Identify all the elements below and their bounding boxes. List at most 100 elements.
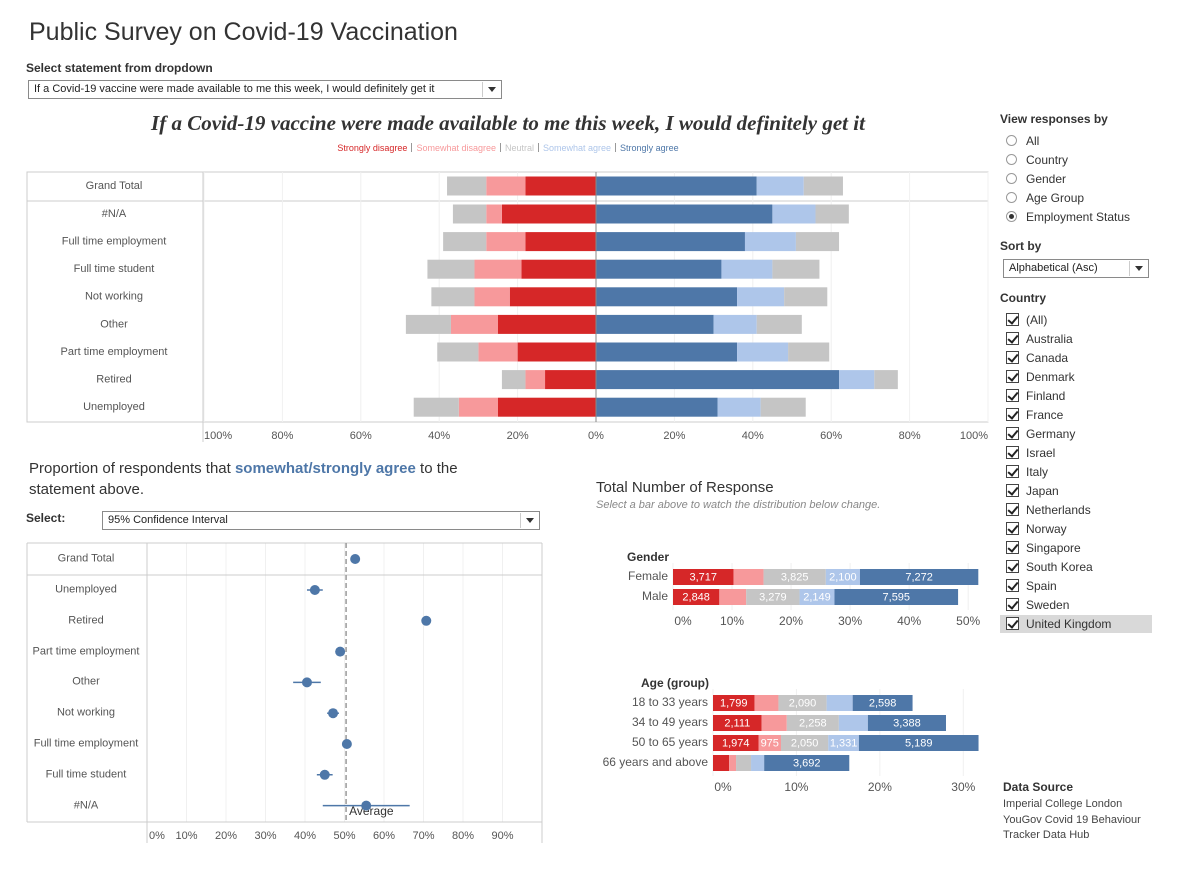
legend-separator: [411, 143, 413, 152]
y-tick-label: Unemployed: [83, 401, 145, 413]
bar-segment: [756, 176, 804, 196]
country-checkbox[interactable]: France: [1000, 406, 1152, 424]
country-checkbox[interactable]: Denmark: [1000, 368, 1152, 386]
y-tick-label: Full time employment: [33, 737, 139, 750]
data-label: 3,825: [781, 571, 809, 583]
radio-label: Country: [1026, 153, 1069, 167]
bar-segment: [596, 397, 718, 417]
legend-entry: Neutral: [504, 143, 534, 153]
country-checkbox[interactable]: Australia: [1000, 330, 1152, 348]
radio-button: [1006, 192, 1017, 203]
bar-segment: [478, 342, 518, 362]
bar-segment: [596, 287, 738, 307]
checkbox-label: Denmark: [1026, 370, 1075, 384]
x-tick-label: 30%: [951, 780, 975, 794]
y-tick-label: Other: [100, 318, 128, 330]
radio-option[interactable]: Gender: [1000, 170, 1150, 188]
bar-segment: [744, 232, 796, 252]
country-checkbox[interactable]: Israel: [1000, 444, 1152, 462]
x-tick-label: 100%: [960, 430, 988, 442]
data-label: 7,272: [905, 571, 933, 583]
x-tick-label: 0%: [588, 430, 604, 442]
statement-dropdown[interactable]: If a Covid-19 vaccine were made availabl…: [28, 80, 502, 99]
bar-segment: [826, 695, 853, 711]
x-tick-label: 100%: [204, 430, 232, 442]
bar-segment: [525, 176, 596, 196]
radio-label: Age Group: [1026, 191, 1085, 205]
country-checkbox[interactable]: Canada: [1000, 349, 1152, 367]
sort-dropdown[interactable]: Alphabetical (Asc): [1003, 259, 1149, 278]
bar-segment: [501, 370, 526, 390]
radio-option[interactable]: All: [1000, 132, 1150, 150]
x-tick-label: 80%: [899, 430, 921, 442]
bar-segment: [427, 259, 475, 279]
checkbox: [1006, 351, 1019, 364]
y-tick-label: Retired: [96, 374, 131, 386]
country-checkbox[interactable]: Sweden: [1000, 596, 1152, 614]
legend-separator: [538, 143, 539, 152]
data-label: 3,388: [893, 717, 921, 729]
radio-label: All: [1026, 134, 1040, 148]
country-checkbox[interactable]: South Korea: [1000, 558, 1152, 576]
country-checkbox[interactable]: Spain: [1000, 577, 1152, 595]
y-tick-label: Male: [642, 589, 668, 603]
data-label: 3,692: [793, 757, 821, 769]
x-tick-label: 20%: [779, 614, 803, 628]
y-tick-label: 50 to 65 years: [632, 735, 708, 749]
checkbox-label: Netherlands: [1026, 503, 1091, 517]
section-subtitle: Select a bar above to watch the distribu…: [596, 499, 881, 511]
data-label: 2,100: [829, 571, 857, 583]
country-checkbox[interactable]: Singapore: [1000, 539, 1152, 557]
data-label: 2,111: [724, 717, 750, 729]
bar-segment: [729, 755, 737, 771]
data-label: 2,598: [869, 697, 897, 709]
legend-entry: Somewhat disagree: [416, 143, 496, 153]
x-tick-label: 0%: [674, 614, 692, 628]
checkbox: [1006, 617, 1019, 630]
bar-segment: [763, 569, 826, 585]
ci-dropdown[interactable]: 95% Confidence Interval: [102, 511, 540, 530]
data-label: 1,799: [720, 697, 748, 709]
country-checkbox[interactable]: (All): [1000, 311, 1152, 329]
checkbox-label: Spain: [1026, 579, 1057, 593]
country-checkbox[interactable]: United Kingdom: [1000, 615, 1152, 633]
country-checkbox[interactable]: Norway: [1000, 520, 1152, 538]
bar-segment: [525, 370, 546, 390]
checkbox: [1006, 370, 1019, 383]
radio-option[interactable]: Country: [1000, 151, 1150, 169]
country-checkbox[interactable]: Germany: [1000, 425, 1152, 443]
country-checkbox[interactable]: Finland: [1000, 387, 1152, 405]
radio-option[interactable]: Age Group: [1000, 189, 1150, 207]
x-tick-label: 40%: [897, 614, 921, 628]
country-checkbox[interactable]: Netherlands: [1000, 501, 1152, 519]
view-title: View responses by: [1000, 112, 1108, 126]
bar-segment: [834, 589, 959, 605]
radio-option[interactable]: Employment Status: [1000, 208, 1150, 226]
y-tick-label: 34 to 49 years: [632, 715, 708, 729]
bar-segment: [458, 397, 498, 417]
checkbox-label: (All): [1026, 313, 1048, 327]
chart-title: If a Covid-19 vaccine were made availabl…: [151, 111, 865, 135]
data-label: 3,717: [689, 571, 717, 583]
select-label: Select:: [26, 511, 66, 525]
data-label: 2,149: [803, 591, 831, 603]
data-label: 3,279: [759, 591, 787, 603]
bar-segment: [596, 342, 738, 362]
checkbox-label: Singapore: [1026, 541, 1081, 555]
data-label: 5,189: [905, 737, 933, 749]
bar-segment: [452, 204, 487, 224]
country-checkbox[interactable]: Japan: [1000, 482, 1152, 500]
data-label: 1,331: [830, 737, 858, 749]
bar-segment: [713, 695, 755, 711]
dot: [319, 769, 330, 780]
radio-label: Gender: [1026, 172, 1067, 186]
bar-segment: [780, 735, 829, 751]
y-tick-label: Grand Total: [57, 552, 115, 565]
bar-segment: [733, 569, 764, 585]
x-tick-label: 60%: [350, 430, 372, 442]
country-checkbox[interactable]: Italy: [1000, 463, 1152, 481]
bar-segment: [719, 589, 747, 605]
legend: Strongly disagree Somewhat disagree Neutra…: [0, 143, 1016, 153]
section-heading: Total Number of Response: [596, 479, 774, 496]
legend-entry: Somewhat agree: [543, 143, 612, 153]
